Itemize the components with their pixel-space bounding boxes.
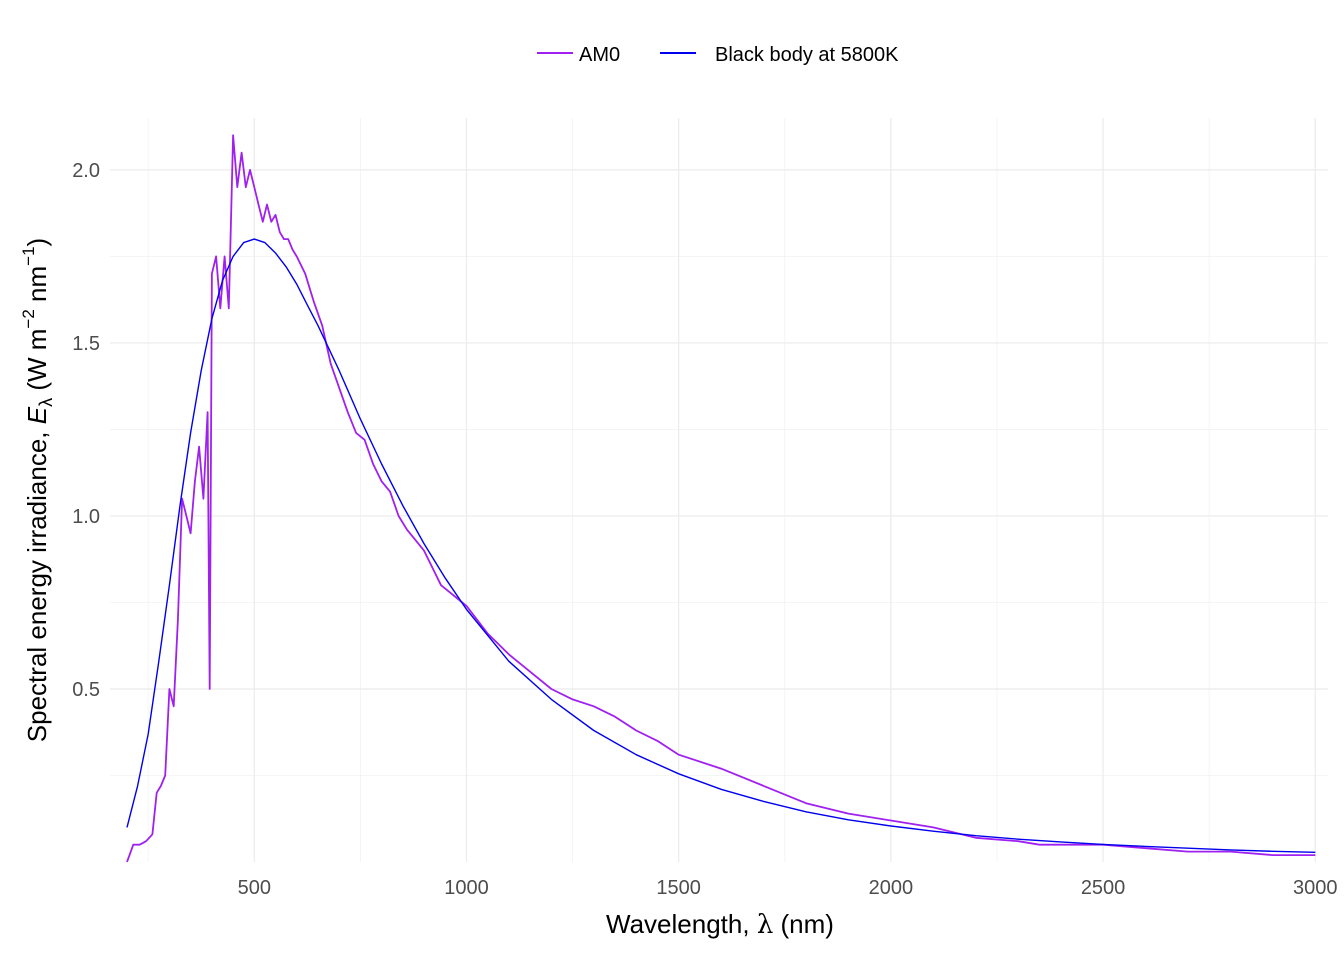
legend-label-am0: AM0	[579, 44, 620, 66]
y-tick-label: 0.5	[72, 679, 100, 701]
x-tick-label: 3000	[1293, 877, 1338, 899]
x-tick-label: 1000	[444, 877, 489, 899]
x-axis-title: Wavelength, λ (nm)	[606, 909, 834, 940]
x-tick-label: 2500	[1081, 877, 1126, 899]
y-axis-title: Spectral energy irradiance, Eλ (W m−2 nm…	[19, 238, 56, 742]
legend: AM0 Black body at 5800K	[537, 44, 899, 66]
x-axis-ticks: 500 1000 1500 2000 2500 3000	[238, 877, 1338, 899]
y-tick-label: 1.5	[72, 333, 100, 355]
grid	[110, 118, 1328, 862]
y-tick-label: 1.0	[72, 506, 100, 528]
y-axis-ticks: 0.5 1.0 1.5 2.0	[72, 160, 100, 701]
series-layer	[126, 134, 1316, 863]
series-line-am0	[126, 134, 1316, 863]
x-tick-label: 500	[238, 877, 271, 899]
legend-label-black-body: Black body at 5800K	[715, 44, 899, 66]
y-tick-label: 2.0	[72, 160, 100, 182]
x-tick-label: 1500	[656, 877, 701, 899]
series-line-black-body	[126, 238, 1316, 853]
x-tick-label: 2000	[869, 877, 914, 899]
